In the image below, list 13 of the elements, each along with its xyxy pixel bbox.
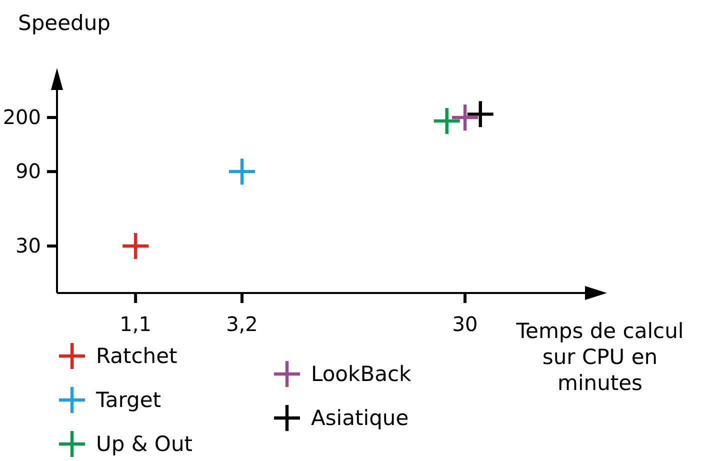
y-axis-title: Speedup <box>18 11 110 35</box>
y-tick-label: 90 <box>16 158 41 183</box>
x-tick-label: 3,2 <box>226 312 258 336</box>
y-tick-label: 200 <box>2 104 41 129</box>
legend-label: Asiatique <box>311 406 409 430</box>
x-axis-title: Temps de calcul sur CPU en minutes <box>515 319 684 395</box>
legend-label: LookBack <box>311 362 412 386</box>
y-tick-label: 30 <box>16 233 41 258</box>
legend-label: Ratchet <box>96 344 178 368</box>
legend-label: Target <box>95 388 161 412</box>
legend-label: Up & Out <box>96 432 192 456</box>
x-tick-label: 30 <box>452 312 478 336</box>
x-tick-label: 1,1 <box>120 312 152 336</box>
